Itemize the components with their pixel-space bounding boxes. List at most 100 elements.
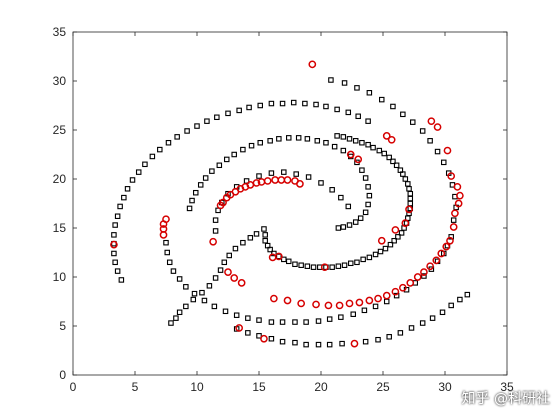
data-point-square — [387, 241, 394, 248]
data-point-square — [292, 339, 298, 346]
data-point-circle — [159, 225, 168, 233]
data-point-circle — [377, 236, 386, 245]
data-point-square — [448, 302, 454, 309]
data-point-square — [329, 187, 335, 193]
data-point-square — [362, 338, 369, 345]
data-point-square — [183, 303, 189, 310]
data-point-square — [335, 263, 342, 269]
data-point-square — [326, 341, 333, 348]
data-point-square — [376, 147, 383, 154]
data-point-square — [386, 154, 392, 161]
data-point-circle — [297, 299, 306, 308]
data-point-square — [390, 103, 396, 110]
data-point-square — [217, 267, 224, 273]
data-point-circle — [308, 60, 317, 69]
data-point-square — [176, 276, 183, 282]
data-point-square — [303, 319, 309, 325]
data-point-square — [315, 318, 322, 324]
data-point-square — [365, 184, 371, 190]
data-point-square — [231, 151, 237, 158]
data-point-square — [232, 245, 239, 252]
data-point-circle — [324, 301, 333, 310]
data-point-circle — [354, 155, 363, 164]
data-point-square — [352, 219, 359, 225]
data-point-circle — [162, 215, 170, 224]
data-point-square — [372, 303, 379, 310]
data-point-square — [450, 217, 457, 223]
data-point-square — [245, 315, 251, 321]
data-point-circle — [443, 146, 452, 155]
data-point-square — [304, 136, 311, 142]
x-tick-label: 5 — [132, 380, 139, 394]
data-point-circle — [387, 135, 396, 144]
data-point-square — [318, 180, 324, 186]
data-point-square — [345, 109, 352, 116]
data-point-square — [236, 107, 242, 114]
y-tick-label: 10 — [53, 270, 67, 284]
y-tick-label: 30 — [53, 74, 67, 88]
data-point-square — [129, 177, 136, 183]
data-point-circle — [270, 294, 278, 303]
data-point-square — [429, 315, 436, 321]
data-point-circle — [451, 209, 459, 218]
data-point-square — [366, 192, 373, 199]
data-point-square — [331, 143, 338, 150]
data-point-square — [276, 136, 282, 142]
watermark: 知乎 @科研社 — [461, 391, 550, 407]
data-point-circle — [237, 279, 246, 287]
data-point-circle — [405, 205, 413, 214]
data-point-square — [355, 113, 361, 120]
data-point-square — [221, 259, 228, 266]
data-point-circle — [406, 279, 415, 287]
data-point-square — [348, 260, 354, 267]
data-point-square — [365, 201, 371, 208]
data-point-square — [397, 167, 404, 173]
data-point-square — [295, 135, 302, 141]
x-tick-label: 20 — [314, 380, 328, 394]
data-point-square — [434, 148, 441, 155]
data-point-circle — [391, 226, 400, 234]
data-point-square — [199, 289, 205, 296]
data-point-square — [212, 275, 219, 281]
data-point-square — [124, 186, 131, 192]
data-point-square — [135, 169, 142, 175]
data-point-square — [267, 246, 273, 253]
data-point-square — [352, 138, 359, 144]
data-point-circle — [252, 179, 261, 187]
data-point-square — [184, 128, 190, 134]
data-point-square — [382, 245, 389, 252]
data-point-square — [243, 178, 250, 184]
data-point-circle — [355, 298, 364, 307]
data-point-square — [339, 340, 345, 347]
data-point-square — [335, 225, 342, 231]
data-point-square — [183, 284, 189, 290]
data-point-square — [267, 138, 273, 144]
data-point-square — [315, 341, 322, 348]
data-point-square — [142, 161, 148, 168]
data-point-square — [256, 173, 262, 179]
data-point-square — [121, 194, 127, 201]
data-point-square — [170, 268, 177, 274]
x-tick-label: 30 — [438, 380, 452, 394]
data-point-circle — [283, 176, 292, 184]
data-point-square — [149, 153, 156, 160]
data-point-square — [256, 317, 262, 323]
data-point-square — [174, 134, 180, 140]
data-point-square — [247, 235, 254, 241]
data-point-square — [293, 171, 299, 177]
data-point-square — [114, 268, 121, 274]
x-tick-label: 35 — [500, 380, 514, 394]
data-point-square — [366, 254, 373, 261]
data-point-circle — [312, 300, 320, 309]
x-tick-label: 10 — [190, 380, 204, 394]
data-point-square — [245, 330, 251, 336]
data-point-square — [345, 203, 352, 210]
data-point-square — [268, 100, 275, 107]
data-point-square — [362, 175, 369, 181]
data-point-square — [419, 320, 426, 326]
data-point-square — [114, 213, 121, 219]
data-point-square — [359, 139, 365, 146]
data-point-square — [209, 168, 215, 174]
data-point-circle — [263, 177, 272, 185]
data-point-circle — [442, 242, 451, 251]
